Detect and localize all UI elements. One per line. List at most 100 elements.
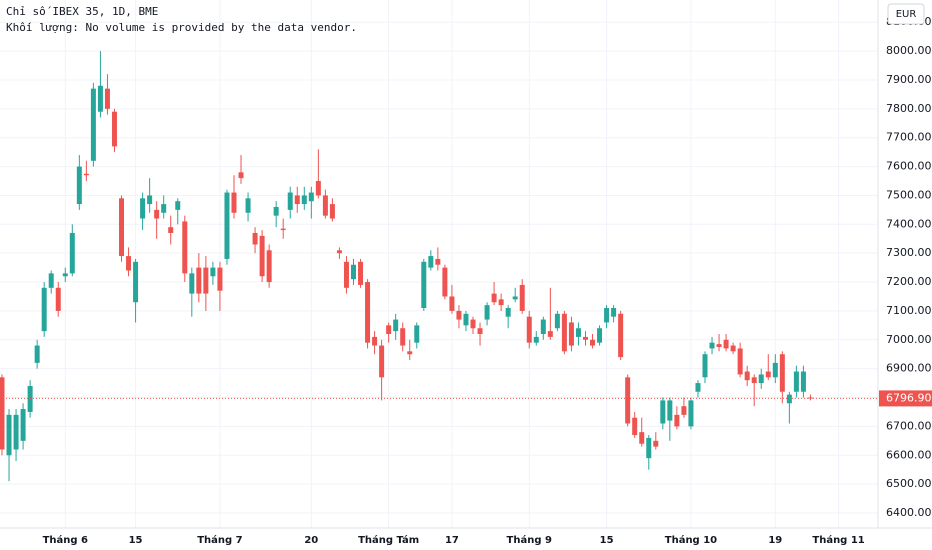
candle-body (147, 195, 153, 205)
y-tick-label: 6400.00 (886, 506, 932, 519)
candle-body (266, 250, 272, 283)
x-tick-label: 20 (304, 535, 318, 546)
candle-body (365, 282, 371, 343)
candle-body (351, 264, 356, 280)
candle-body (491, 293, 497, 303)
candle-body (372, 336, 378, 346)
candle-body (133, 261, 139, 303)
y-tick-label: 6600.00 (886, 448, 932, 461)
candle-body (597, 328, 603, 343)
candle-body (97, 85, 103, 112)
candle-body (140, 198, 146, 219)
x-tick-label: Tháng 9 (507, 534, 552, 546)
candle-body (217, 267, 223, 291)
candle-body (800, 371, 806, 392)
y-tick-label: 8000.00 (886, 44, 932, 57)
candle-body (611, 308, 617, 317)
candle-body (519, 284, 525, 311)
candle-body (407, 351, 413, 355)
grid (0, 0, 878, 528)
candle-body (674, 414, 680, 427)
candle-body (336, 250, 342, 254)
candle-body (428, 256, 434, 268)
candle-body (386, 325, 392, 335)
candle-body (111, 111, 117, 147)
currency-label: EUR (896, 9, 917, 20)
candle-body (723, 339, 729, 349)
candle-body (301, 195, 307, 205)
candle-body (189, 273, 195, 294)
candle-body (765, 371, 771, 378)
candle-body (69, 232, 75, 274)
candle-body (273, 206, 279, 216)
candle-body (653, 440, 659, 447)
candle-body (456, 310, 462, 320)
candle-body (414, 325, 420, 343)
candle-body (126, 256, 132, 271)
candle-body (308, 192, 314, 202)
candle-body (547, 331, 553, 337)
candle-body (498, 299, 504, 306)
candle-body (329, 204, 335, 219)
candle-body (315, 181, 321, 196)
candle-body (48, 273, 54, 288)
candle-body (470, 319, 476, 329)
candle-body (463, 313, 469, 326)
candle-body (575, 328, 581, 337)
candle-body (554, 313, 560, 329)
y-tick-label: 7900.00 (886, 73, 932, 86)
y-tick-label: 7600.00 (886, 160, 932, 173)
candle-body (210, 267, 216, 277)
candle-body (737, 348, 743, 375)
candle-body (0, 377, 5, 450)
x-tick-label: Tháng 11 (812, 534, 864, 546)
candle-body (322, 195, 328, 216)
last-price-label: 6796.90 (886, 391, 932, 404)
candle-body (604, 308, 610, 323)
candle-body (252, 232, 258, 245)
x-tick-label: Tháng 6 (43, 534, 88, 546)
last-price-box (879, 390, 932, 407)
y-tick-label: 6500.00 (886, 477, 932, 490)
candle-body (568, 322, 574, 346)
candle-body (688, 400, 694, 427)
x-tick-label: 15 (129, 535, 143, 546)
candle-body (6, 414, 12, 456)
candle-body (730, 345, 736, 352)
y-tick-label: 6900.00 (886, 362, 932, 375)
candle-body (779, 354, 785, 392)
candle-body (751, 377, 757, 384)
candle-body (484, 305, 490, 320)
candle-body (744, 371, 750, 381)
y-tick-label: 6700.00 (886, 419, 932, 432)
y-tick-label: 7400.00 (886, 217, 932, 230)
candle-body (421, 261, 427, 309)
candle-body (786, 394, 792, 404)
candle-body (526, 316, 532, 343)
chart-title: Chỉ số IBEX 35, 1D, BME (6, 5, 158, 18)
candle-body (793, 371, 799, 392)
candle-body (435, 258, 441, 265)
y-tick-label: 7800.00 (886, 102, 932, 115)
candle-body (379, 345, 385, 378)
candle-body (681, 406, 687, 415)
candle-body (582, 336, 588, 340)
x-tick-label: Tháng 7 (197, 534, 242, 546)
candle-body (772, 362, 778, 378)
y-tick-label: 7700.00 (886, 131, 932, 144)
candle-body (161, 204, 167, 213)
candle-body (20, 409, 26, 441)
candle-body (505, 308, 511, 317)
candle-body (400, 328, 406, 346)
candle-body (639, 432, 645, 444)
candle-body (245, 198, 251, 213)
candle-body (442, 267, 448, 297)
candle-body (702, 354, 708, 378)
candle-body (393, 319, 399, 332)
candle-body (660, 400, 666, 424)
candle-body (238, 172, 244, 179)
currency-button[interactable] (887, 3, 925, 25)
